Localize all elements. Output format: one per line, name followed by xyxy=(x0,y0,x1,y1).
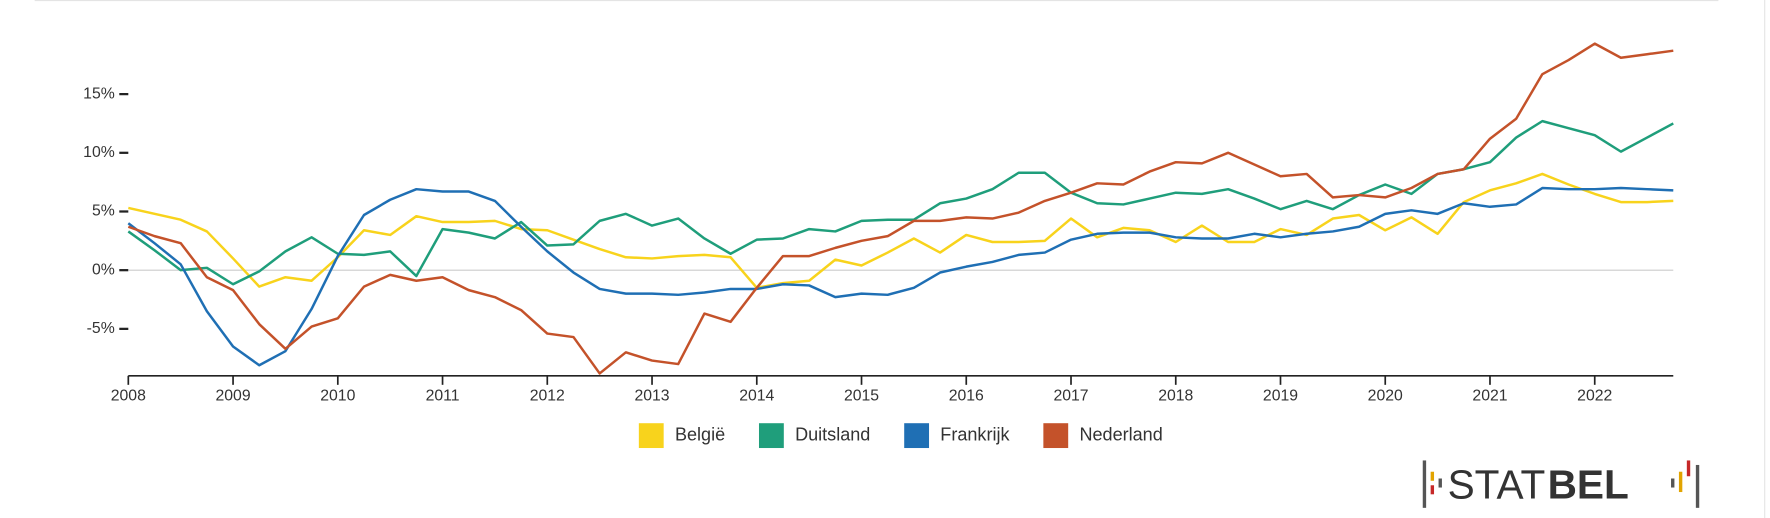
y-tick-label: 0% xyxy=(92,261,115,278)
x-tick-label: 2011 xyxy=(426,387,460,404)
logo-bar xyxy=(1438,478,1442,488)
logo-text: BEL xyxy=(1548,461,1629,507)
series-line xyxy=(128,172,1674,290)
legend-swatch xyxy=(638,423,664,449)
legend-swatch xyxy=(1043,423,1069,449)
legend-label: België xyxy=(675,424,725,444)
y-tick-label: 10% xyxy=(83,144,115,161)
logo: STAT BEL xyxy=(1422,460,1700,508)
x-tick-label: 2017 xyxy=(1053,387,1088,404)
x-tick-label: 2022 xyxy=(1577,387,1612,404)
x-tick-label: 2008 xyxy=(111,387,146,404)
series-line xyxy=(127,119,1674,286)
x-tick-label: 2014 xyxy=(739,387,774,404)
x-tick-label: 2012 xyxy=(530,387,565,404)
legend-label: Nederland xyxy=(1079,424,1162,444)
x-tick-label: 2019 xyxy=(1263,387,1298,404)
legend-swatch xyxy=(758,423,784,449)
legend-label: Frankrijk xyxy=(940,424,1010,444)
logo-bar xyxy=(1430,471,1435,481)
legend: België Duitsland Frankrijk Nederland xyxy=(638,423,1163,449)
y-tick-label: 5% xyxy=(92,203,115,220)
x-tick-label: 2021 xyxy=(1472,387,1507,404)
legend-swatch xyxy=(904,423,930,449)
logo-bar xyxy=(1686,460,1691,477)
logo-bar xyxy=(1671,478,1675,488)
series-line xyxy=(127,186,1674,367)
x-tick-label: 2013 xyxy=(634,387,669,404)
y-tick-label: 15% xyxy=(83,85,115,102)
logo-bar xyxy=(1422,460,1427,508)
x-tick-label: 2020 xyxy=(1368,387,1403,404)
x-tick-label: 2010 xyxy=(320,387,355,404)
logo-bar xyxy=(1695,464,1700,508)
logo-bar xyxy=(1430,485,1435,495)
logo-bar xyxy=(1678,471,1683,493)
x-tick-label: 2016 xyxy=(949,387,984,404)
legend-label: Duitsland xyxy=(795,424,870,444)
x-tick-label: 2018 xyxy=(1158,387,1193,404)
series-line xyxy=(127,42,1674,375)
x-tick-label: 2015 xyxy=(844,387,879,404)
x-tick-label: 2009 xyxy=(216,387,251,404)
logo-text: STAT xyxy=(1448,461,1546,507)
y-tick-label: -5% xyxy=(87,320,115,337)
